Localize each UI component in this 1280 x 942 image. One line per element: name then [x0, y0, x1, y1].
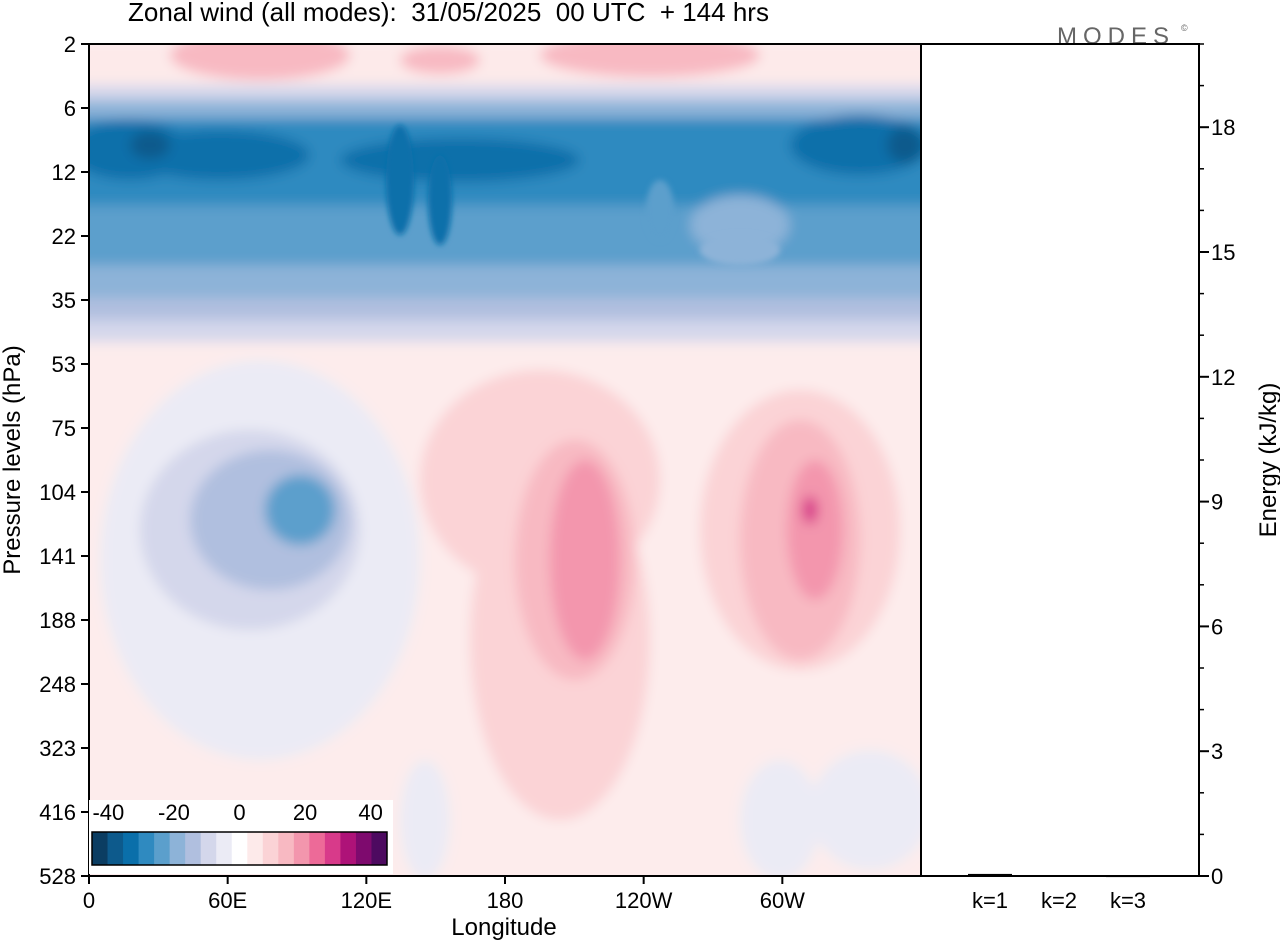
energy-tick-label: 18 [1211, 115, 1235, 140]
logo-mark: © [1181, 23, 1188, 33]
pressure-axis: 2 6 12 22 35 53 75 104 141 188 248 323 416 528 [39, 32, 89, 889]
y-tick-label: 12 [52, 160, 76, 185]
y-tick-label: 528 [39, 864, 76, 889]
energy-tick-label: 0 [1211, 864, 1223, 889]
colorbar-cell [107, 832, 124, 865]
y-axis-label: Pressure levels (hPa) [0, 345, 26, 574]
x-tick-label: 120W [615, 888, 673, 913]
x-tick-label: 180 [487, 888, 524, 913]
colorbar-cell [278, 832, 295, 865]
wavenumber-label: k=2 [1041, 888, 1077, 913]
colorbar-tick-label: 40 [358, 800, 382, 825]
wavenumber-label: k=1 [972, 888, 1008, 913]
colorbar-cell [123, 832, 140, 865]
energy-plot-frame [920, 43, 1200, 877]
energy-tick-label: 9 [1211, 490, 1223, 515]
colorbar-cell [309, 832, 326, 865]
energy-tick-label: 3 [1211, 739, 1223, 764]
x-tick-label: 60E [208, 888, 247, 913]
colorbar-cell [340, 832, 357, 865]
colorbar [92, 832, 388, 865]
x-axis-label: Longitude [451, 914, 556, 941]
chart-title: Zonal wind (all modes): 31/05/2025 00 UT… [128, 0, 769, 27]
colorbar-cell [371, 832, 388, 865]
y-tick-label: 53 [52, 352, 76, 377]
y-tick-label: 6 [64, 96, 76, 121]
energy-tick-label: 12 [1211, 365, 1235, 390]
longitude-axis: 0 60E 120E 180 120W 60W [83, 876, 805, 913]
colorbar-cell [216, 832, 233, 865]
y-tick-label: 104 [39, 480, 76, 505]
colorbar-frame [91, 831, 388, 866]
y-tick-label: 75 [52, 416, 76, 441]
colorbar-cell [231, 832, 248, 865]
y-tick-label: 416 [39, 800, 76, 825]
y-tick-label: 248 [39, 672, 76, 697]
colorbar-cell [262, 832, 279, 865]
energy-bar [1106, 875, 1150, 878]
x-tick-label: 0 [83, 888, 95, 913]
y-tick-label: 2 [64, 32, 76, 57]
y-tick-label: 188 [39, 608, 76, 633]
colorbar-cell [293, 832, 310, 865]
colorbar-cell [247, 832, 264, 865]
colorbar-cell [138, 832, 155, 865]
energy-bars [968, 873, 1150, 878]
energy-bar [968, 873, 1012, 876]
colorbar-tick-label: 20 [293, 800, 317, 825]
x-tick-label: 120E [341, 888, 392, 913]
colorbar-cell [200, 832, 217, 865]
colorbar-tick-label: -20 [158, 800, 190, 825]
colorbar-tick-label: -40 [92, 800, 124, 825]
colorbar-tick-label: 0 [233, 800, 245, 825]
energy-tick-label: 15 [1211, 240, 1235, 265]
colorbar-cell [92, 832, 109, 865]
energy-axis: 0 3 6 9 12 15 18 [1199, 43, 1235, 889]
colorbar-cell [154, 832, 171, 865]
colorbar-labels: -40 -20 0 20 40 [92, 800, 382, 825]
energy-bar [1037, 875, 1081, 877]
modes-logo: MODES [1057, 23, 1175, 50]
energy-tick-label: 6 [1211, 614, 1223, 639]
wavenumber-label: k=3 [1110, 888, 1146, 913]
y-tick-label: 141 [39, 544, 76, 569]
wind-field [89, 44, 921, 876]
energy-axis-label: Energy (kJ/kg) [1255, 383, 1280, 538]
colorbar-cell [324, 832, 341, 865]
colorbar-cell [185, 832, 202, 865]
colorbar-cell [355, 832, 372, 865]
y-tick-label: 22 [52, 224, 76, 249]
colorbar-cell [169, 832, 186, 865]
x-tick-label: 60W [760, 888, 805, 913]
y-tick-label: 35 [52, 288, 76, 313]
wavenumber-labels: k=1 k=2 k=3 [972, 888, 1146, 913]
y-tick-label: 323 [39, 736, 76, 761]
